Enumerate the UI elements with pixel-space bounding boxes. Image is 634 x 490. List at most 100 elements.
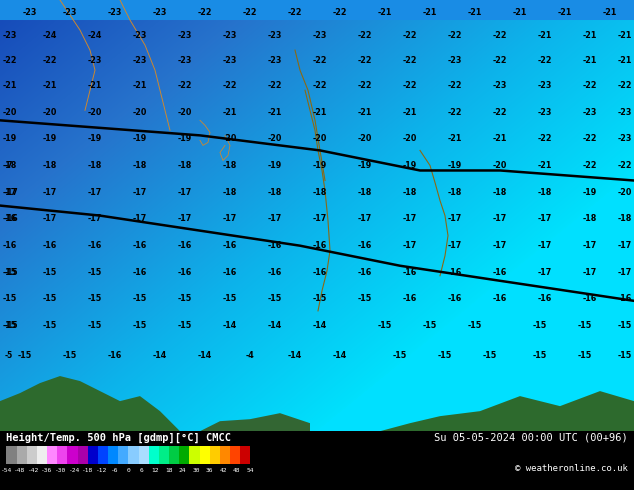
Text: 36: 36 (206, 467, 214, 473)
Text: -18: -18 (268, 188, 282, 197)
Text: -17: -17 (618, 268, 632, 277)
Text: -17: -17 (403, 214, 417, 223)
Text: -22: -22 (288, 7, 302, 17)
Text: -17: -17 (43, 188, 57, 197)
Text: -17: -17 (448, 241, 462, 250)
Text: -30: -30 (55, 467, 66, 473)
Text: -21: -21 (378, 7, 392, 17)
Text: -19: -19 (313, 161, 327, 170)
Text: -20: -20 (268, 134, 282, 143)
Text: -15: -15 (133, 294, 147, 303)
Text: -15: -15 (313, 294, 327, 303)
Text: 30: 30 (193, 467, 200, 473)
Bar (6, 446, 16, 464)
Text: -17: -17 (403, 241, 417, 250)
Text: -21: -21 (403, 108, 417, 117)
Text: -16: -16 (538, 294, 552, 303)
Text: -18: -18 (493, 188, 507, 197)
Text: -21: -21 (558, 7, 573, 17)
Text: -18: -18 (178, 161, 192, 170)
Text: -22: -22 (223, 81, 237, 90)
Text: -15: -15 (533, 351, 547, 361)
Text: -17: -17 (43, 214, 57, 223)
Text: © weatheronline.co.uk: © weatheronline.co.uk (515, 464, 628, 472)
Text: -15: -15 (18, 351, 32, 361)
Text: -15: -15 (88, 268, 102, 277)
Text: -18: -18 (82, 467, 93, 473)
Text: -15: -15 (618, 321, 632, 330)
Text: -14: -14 (223, 321, 237, 330)
Text: -16: -16 (268, 268, 282, 277)
Bar (179, 446, 190, 464)
Text: -17: -17 (133, 188, 147, 197)
Text: -22: -22 (618, 161, 632, 170)
Text: -21: -21 (448, 134, 462, 143)
Text: -21: -21 (43, 81, 57, 90)
Text: -14: -14 (313, 321, 327, 330)
Text: -18: -18 (223, 188, 237, 197)
Text: -16: -16 (223, 241, 237, 250)
Text: -6: -6 (111, 467, 119, 473)
Text: -18: -18 (88, 161, 102, 170)
Text: -21: -21 (583, 56, 597, 65)
Text: -23: -23 (618, 108, 632, 117)
Bar (169, 446, 179, 464)
Text: -23: -23 (63, 7, 77, 17)
Text: Height/Temp. 500 hPa [gdmp][°C] CMCC: Height/Temp. 500 hPa [gdmp][°C] CMCC (6, 432, 231, 442)
Text: -22: -22 (403, 30, 417, 40)
Text: -16: -16 (403, 268, 417, 277)
Bar (230, 446, 240, 464)
Text: -17: -17 (223, 214, 237, 223)
Text: -15: -15 (423, 321, 437, 330)
Text: -18: -18 (3, 161, 17, 170)
Text: -16: -16 (43, 241, 57, 250)
Text: -15: -15 (483, 351, 497, 361)
Text: -15: -15 (3, 321, 17, 330)
Text: -21: -21 (313, 108, 327, 117)
Text: -19: -19 (178, 134, 192, 143)
Text: -22: -22 (448, 81, 462, 90)
Text: -19: -19 (448, 161, 462, 170)
Text: -23: -23 (493, 81, 507, 90)
Text: -16: -16 (448, 294, 462, 303)
Text: -19: -19 (358, 161, 372, 170)
Bar (108, 446, 118, 464)
Text: -21: -21 (133, 81, 147, 90)
Polygon shape (380, 391, 634, 431)
Text: -19: -19 (403, 161, 417, 170)
Text: -24: -24 (68, 467, 80, 473)
Bar (67, 446, 77, 464)
Text: -16: -16 (178, 268, 192, 277)
Text: -15: -15 (3, 294, 17, 303)
Text: -19: -19 (3, 134, 17, 143)
Text: -23: -23 (178, 56, 192, 65)
Bar (149, 446, 159, 464)
Text: -22: -22 (583, 81, 597, 90)
Text: -20: -20 (43, 108, 57, 117)
Text: -22: -22 (42, 56, 57, 65)
Text: -21: -21 (513, 7, 527, 17)
Text: -16: -16 (133, 268, 147, 277)
Text: -21: -21 (423, 7, 437, 17)
Text: -20: -20 (493, 161, 507, 170)
Text: -16: -16 (358, 268, 372, 277)
Text: -19: -19 (583, 188, 597, 197)
Text: -23: -23 (618, 134, 632, 143)
Bar (98, 446, 108, 464)
Text: -15: -15 (178, 321, 192, 330)
Polygon shape (200, 413, 310, 431)
Text: -15: -15 (5, 268, 18, 277)
Text: -23: -23 (313, 30, 327, 40)
Text: -14: -14 (288, 351, 302, 361)
Text: -23: -23 (223, 56, 237, 65)
Text: -21: -21 (493, 134, 507, 143)
Text: -17: -17 (583, 241, 597, 250)
Bar (240, 446, 250, 464)
Text: -17: -17 (538, 268, 552, 277)
Text: -15: -15 (43, 321, 57, 330)
Text: -16: -16 (5, 214, 18, 223)
Text: -16: -16 (358, 241, 372, 250)
Text: -22: -22 (358, 56, 372, 65)
Text: -24: -24 (88, 30, 102, 40)
Text: -22: -22 (583, 134, 597, 143)
